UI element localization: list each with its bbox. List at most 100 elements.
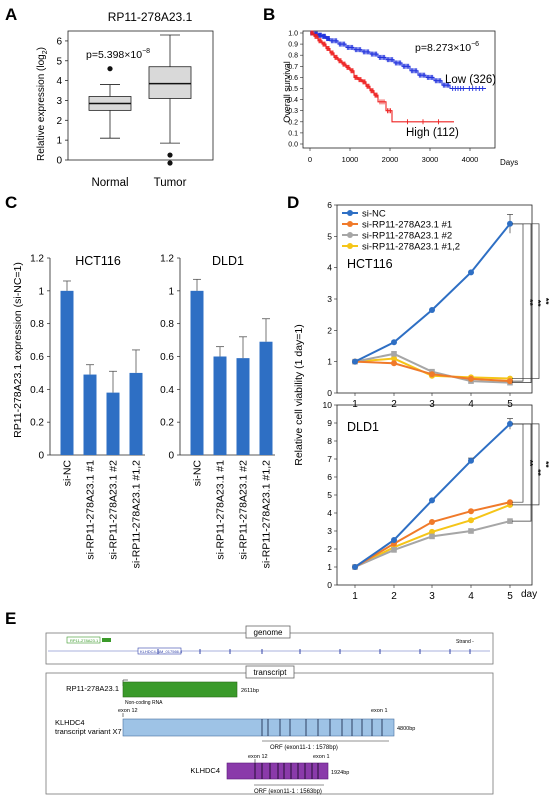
panel-b-xtick-label: 3000 bbox=[422, 155, 439, 164]
panel-c-xtick-label: si-RP11-278A23.1 #2 bbox=[238, 460, 250, 560]
x7-bar bbox=[122, 718, 395, 737]
genome-exons bbox=[157, 649, 471, 654]
panel-b-curve bbox=[310, 32, 486, 90]
panel-c-ytick-label: 1.2 bbox=[30, 254, 44, 265]
panel-c-xtick-label: si-NC bbox=[192, 460, 204, 487]
x7-exon-boundaries bbox=[261, 719, 383, 736]
panel-c-ytick-label: 0.8 bbox=[160, 319, 174, 330]
panel-c-ytick-label: 0 bbox=[38, 451, 44, 462]
panel-a-outlier bbox=[167, 152, 173, 158]
panel-d-marker bbox=[429, 528, 435, 535]
panel-a-category: Normal bbox=[91, 177, 128, 189]
panel-c-bar bbox=[236, 358, 250, 455]
panel-d-marker bbox=[468, 457, 474, 464]
panel-d-sig-bracket bbox=[512, 423, 524, 503]
panel-d-sig-label: ** bbox=[525, 460, 535, 467]
panel-b-ytick-label: 0.6 bbox=[288, 75, 298, 82]
panel-d-sig-label: ** bbox=[541, 298, 550, 305]
panel-d-xtick-label: 5 bbox=[507, 591, 513, 602]
panel-d-marker bbox=[429, 306, 435, 313]
panel-d-xtick-label: 1 bbox=[352, 399, 358, 410]
panel-d-ytick-label: 10 bbox=[323, 400, 333, 410]
x7-length: 4800bp bbox=[397, 726, 415, 732]
panel-c-ytick-label: 0.2 bbox=[30, 418, 44, 429]
panel-d-ytick-label: 0 bbox=[327, 388, 332, 398]
panel-d-legend-label: si-RP11-278A23.1 #2 bbox=[362, 231, 452, 242]
x7-label2: transcript variant X7 bbox=[55, 727, 122, 736]
panel-b-xunit: Days bbox=[500, 158, 518, 167]
panel-d-ytick-label: 8 bbox=[327, 436, 332, 446]
panel-d-subplot-title: DLD1 bbox=[347, 420, 379, 434]
panel-a-ytick-label: 2 bbox=[56, 116, 62, 127]
panel-d-marker bbox=[507, 499, 513, 506]
panel-c-ytick-label: 0.4 bbox=[160, 385, 174, 396]
klhdc4-bar bbox=[226, 762, 329, 780]
panel-d-ytick-label: 5 bbox=[327, 490, 332, 500]
panel-d-legend-label: si-NC bbox=[362, 209, 386, 220]
panel-d-legend-marker bbox=[347, 221, 353, 227]
genome-track1-label: RP11-278A23.1 bbox=[70, 638, 99, 643]
panel-c-xtick-label: si-RP11-278A23.1 #2 bbox=[108, 460, 120, 560]
panel-c-ytick-label: 0.4 bbox=[30, 385, 44, 396]
panel-a-frame bbox=[67, 30, 214, 161]
klhdc4-exon-left: exon 12 bbox=[248, 754, 268, 760]
panel-d-sig-bracket bbox=[512, 223, 540, 379]
panel-c-group-title: HCT116 bbox=[75, 254, 121, 268]
panel-d-sig-label: ** bbox=[533, 469, 543, 476]
panel-a-outlier bbox=[167, 160, 173, 166]
genome-track2-label: KLHDC4-NM_017566.4 bbox=[140, 649, 183, 654]
genome-strand: Strand - bbox=[456, 639, 474, 645]
panel-d-sig-label: ** bbox=[541, 461, 550, 468]
panel-d-xtick-label: 2 bbox=[391, 591, 397, 602]
panel-b-ytick-label: 0.4 bbox=[288, 97, 298, 104]
panel-d-ytick-label: 2 bbox=[327, 544, 332, 554]
panel-b-legend-high: High (112) bbox=[406, 127, 459, 139]
panel-d-legend-marker bbox=[347, 210, 353, 216]
panel-d-legend-marker bbox=[347, 243, 353, 249]
x7-exon-right: exon 1 bbox=[371, 708, 388, 714]
panel-d-xunit: day bbox=[521, 589, 537, 600]
panel-d-marker bbox=[468, 528, 474, 534]
panel-d-ytick-label: 3 bbox=[327, 526, 332, 536]
panel-c-xtick-label: si-NC bbox=[62, 460, 74, 487]
panel-label-a: A bbox=[5, 5, 17, 24]
panel-d-marker bbox=[468, 517, 474, 524]
klhdc4-orf: ORF (exon11-1 : 1563bp) bbox=[254, 789, 322, 795]
panel-d-xtick-label: 3 bbox=[429, 399, 435, 410]
panel-b-ytick-label: 1.0 bbox=[288, 31, 298, 38]
panel-d-marker bbox=[352, 358, 358, 365]
panel-a-boxplot: RP11-278A23.1 Relative expression (log2)… bbox=[36, 10, 214, 189]
panel-d-subplot-title: HCT116 bbox=[347, 257, 393, 271]
panel-d-xtick-label: 3 bbox=[429, 591, 435, 602]
panel-a-outlier bbox=[107, 66, 113, 72]
panel-c-bar bbox=[213, 356, 227, 455]
klhdc4-length: 1924bp bbox=[331, 770, 349, 776]
panel-b-ytick-label: 0.9 bbox=[288, 42, 298, 49]
panel-c-ytick-label: 0 bbox=[168, 451, 174, 462]
panel-c-ytick-label: 0.6 bbox=[30, 352, 44, 363]
x7-exon-left: exon 12 bbox=[118, 708, 138, 714]
panel-c-ytick-label: 0.8 bbox=[30, 319, 44, 330]
panel-b-ytick-label: 0.5 bbox=[288, 86, 298, 93]
panel-a-pvalue: p=5.398×10−8 bbox=[86, 48, 150, 61]
panel-c-barchart: RP11-278A23.1 expression (si-NC=1) 0 0.2 0… bbox=[12, 254, 275, 568]
panel-a-ytick-label: 1 bbox=[56, 136, 62, 147]
panel-c-ytick-label: 1 bbox=[38, 286, 44, 297]
panel-d-sig-label: ** bbox=[525, 299, 535, 306]
panel-d-sig-bracket bbox=[512, 423, 540, 506]
panel-d-line bbox=[354, 520, 511, 568]
panel-a-ytick-label: 5 bbox=[56, 56, 62, 67]
panel-d-ytick-label: 7 bbox=[327, 454, 332, 464]
panel-d-legend-marker bbox=[347, 232, 353, 238]
panel-d-marker bbox=[429, 371, 435, 378]
panel-a-ytick-label: 3 bbox=[56, 96, 62, 107]
genome-track1-bar bbox=[102, 638, 111, 642]
panel-a-ytick-label: 0 bbox=[56, 156, 62, 167]
panel-d-ytick-label: 4 bbox=[327, 508, 332, 518]
ncrna-note: Non-coding RNA bbox=[125, 700, 163, 706]
transcript-title: transcript bbox=[254, 668, 288, 677]
panel-a-box bbox=[148, 66, 192, 99]
panel-a-ytick-label: 6 bbox=[56, 36, 62, 47]
panel-d-marker bbox=[391, 360, 397, 367]
panel-d-ytick-label: 4 bbox=[327, 263, 332, 273]
